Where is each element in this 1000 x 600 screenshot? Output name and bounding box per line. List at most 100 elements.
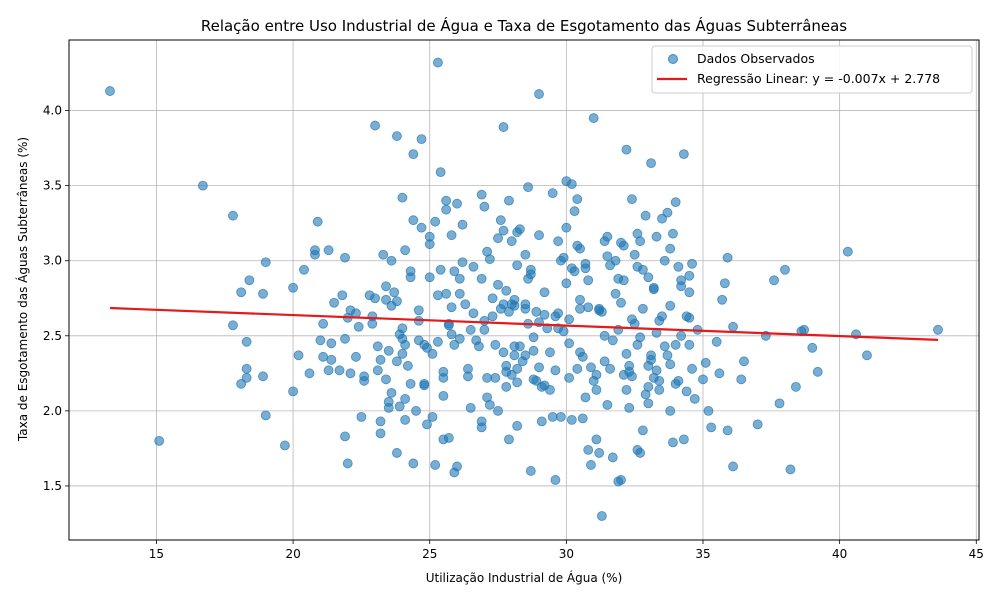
data-point: [525, 269, 536, 280]
data-point: [684, 287, 695, 298]
data-point: [260, 257, 271, 268]
data-point: [279, 440, 290, 451]
data-point: [577, 351, 588, 362]
data-point: [482, 372, 493, 383]
data-point: [340, 333, 350, 344]
data-point: [386, 387, 397, 398]
data-point: [933, 324, 943, 335]
data-point: [506, 236, 517, 247]
data-point: [422, 419, 432, 430]
data-point: [375, 354, 386, 365]
data-point: [228, 320, 238, 331]
data-point: [629, 318, 640, 329]
data-point: [566, 414, 577, 425]
data-point: [591, 369, 602, 380]
data-point: [315, 335, 326, 346]
data-point: [493, 233, 503, 244]
data-point: [392, 448, 402, 458]
data-point: [602, 399, 613, 410]
data-point: [728, 461, 738, 472]
data-point: [651, 365, 662, 376]
data-point: [528, 332, 539, 343]
data-point: [323, 245, 334, 256]
data-point: [534, 89, 544, 99]
data-point: [717, 294, 728, 305]
data-point: [353, 321, 364, 332]
data-point: [345, 368, 356, 379]
data-point: [662, 207, 673, 218]
data-point: [670, 339, 681, 350]
data-point: [501, 285, 512, 296]
data-point: [621, 144, 632, 155]
data-point: [564, 372, 574, 383]
data-point: [293, 350, 304, 361]
data-point: [244, 275, 255, 286]
data-point: [550, 475, 561, 485]
data-point: [400, 393, 411, 404]
data-point: [862, 350, 872, 361]
data-point: [435, 264, 446, 275]
data-point: [564, 314, 574, 325]
data-point: [583, 275, 594, 286]
data-point: [531, 375, 542, 386]
data-point: [498, 347, 509, 358]
data-point: [572, 194, 583, 205]
data-point: [318, 318, 329, 329]
data-point: [561, 222, 572, 233]
data-point: [504, 195, 514, 206]
y-tick-label: 3.5: [43, 179, 62, 193]
data-point: [520, 249, 531, 260]
x-tick-label: 40: [832, 547, 847, 561]
data-point: [433, 290, 443, 301]
data-point: [665, 300, 676, 311]
data-point: [446, 329, 457, 340]
data-point: [670, 197, 681, 208]
data-point: [490, 372, 501, 383]
data-point: [640, 210, 651, 221]
data-point: [591, 384, 602, 395]
data-point: [687, 363, 697, 374]
data-point: [586, 362, 596, 373]
y-tick-label: 2.5: [43, 329, 62, 343]
data-point: [520, 299, 531, 310]
data-point: [375, 428, 386, 439]
legend: Dados Observados Regressão Linear: y = -…: [651, 45, 973, 94]
data-point: [553, 308, 564, 319]
data-point: [487, 293, 498, 304]
data-point: [506, 369, 517, 380]
data-point: [673, 261, 684, 272]
data-point: [728, 321, 738, 332]
legend-label-scatter: Dados Observados: [697, 51, 815, 66]
data-point: [312, 216, 323, 227]
data-point: [405, 266, 416, 277]
data-point: [596, 306, 607, 317]
data-point: [326, 354, 337, 365]
legend-label-line: Regressão Linear: y = -0.007x + 2.778: [697, 71, 940, 86]
data-point: [545, 384, 555, 395]
x-tick-label: 20: [285, 547, 300, 561]
data-point: [454, 288, 465, 299]
data-point: [452, 198, 462, 209]
data-point: [288, 386, 298, 397]
data-point: [340, 431, 350, 442]
data-point: [668, 437, 678, 448]
data-point: [236, 378, 247, 389]
data-point: [722, 252, 733, 263]
data-point: [389, 287, 400, 298]
data-point: [654, 384, 665, 395]
data-point: [654, 375, 665, 386]
data-point: [643, 381, 654, 392]
data-point: [386, 255, 397, 266]
data-point: [531, 306, 542, 317]
data-point: [326, 338, 337, 349]
data-point: [408, 458, 419, 469]
data-point: [260, 410, 271, 421]
data-point: [588, 113, 599, 123]
data-point: [547, 411, 558, 422]
data-point: [539, 309, 550, 320]
data-point: [441, 288, 452, 299]
data-point: [610, 288, 621, 299]
data-point: [774, 398, 785, 409]
data-point: [662, 350, 673, 361]
data-point: [703, 405, 714, 416]
